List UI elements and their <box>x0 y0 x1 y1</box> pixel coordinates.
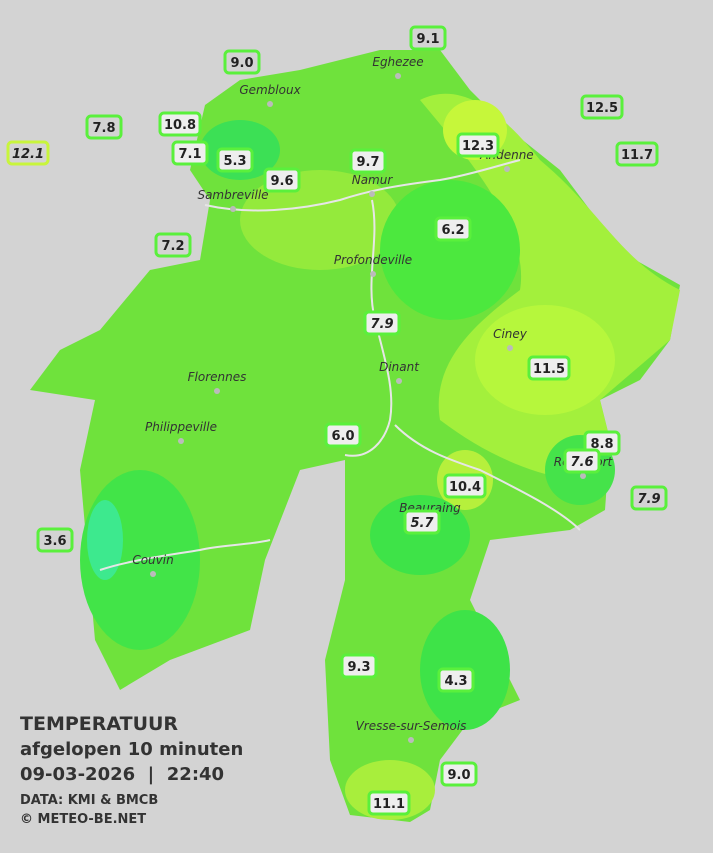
cold-zone <box>87 500 123 580</box>
town-label: Eghezee <box>372 55 423 69</box>
town-dot <box>178 438 184 444</box>
town-dot <box>504 166 510 172</box>
station-value: 7.1 <box>178 147 201 162</box>
station-value: 10.4 <box>449 480 481 495</box>
town-dot <box>369 191 375 197</box>
station-value: 10.8 <box>164 118 196 133</box>
station-value: 9.7 <box>356 155 379 170</box>
station-box <box>437 667 475 693</box>
rivers <box>99 159 581 571</box>
station-box <box>216 147 254 173</box>
town-dot <box>150 571 156 577</box>
town-dot <box>230 206 236 212</box>
station-box <box>434 216 472 242</box>
station-box <box>615 141 659 167</box>
town-dot <box>580 473 586 479</box>
station-box <box>409 25 447 51</box>
station-value: 6.0 <box>331 429 354 444</box>
station-value: 12.3 <box>462 139 494 154</box>
station-box <box>6 140 50 166</box>
town-label: Namur <box>352 173 394 187</box>
timestamp: 09-03-2026 | 22:40 <box>20 764 224 785</box>
station-value: 3.6 <box>43 534 66 549</box>
station-box <box>363 310 401 336</box>
station-box <box>403 509 441 535</box>
station-value: 9.0 <box>447 768 470 783</box>
station-value: 11.5 <box>533 362 565 377</box>
station-value: 7.9 <box>637 492 660 507</box>
station-box <box>340 653 378 679</box>
town-dot <box>214 388 220 394</box>
stations: 9.1 9.0 12.5 7.8 10.8 12.1 7.1 5.3 9.7 12.3 11.7 9.… <box>6 25 668 816</box>
station-value: 4.3 <box>444 674 467 689</box>
station-box <box>630 485 668 511</box>
town-label: Florennes <box>188 370 247 384</box>
station-value: 7.2 <box>161 239 184 254</box>
station-box <box>580 94 624 120</box>
station-value: 8.8 <box>590 437 613 452</box>
station-value: 9.6 <box>270 174 293 189</box>
station-value: 9.0 <box>230 56 253 71</box>
station-box <box>36 527 74 553</box>
station-value: 7.6 <box>570 455 593 470</box>
source: DATA: KMI & BMCB <box>20 793 158 808</box>
station-box <box>263 167 301 193</box>
town-label: Ciney <box>493 327 528 341</box>
station-box <box>223 49 261 75</box>
station-box <box>440 761 478 787</box>
town-dot <box>396 378 402 384</box>
town-label: Philippeville <box>145 420 217 434</box>
copyright: © METEO-BE.NET <box>20 812 146 827</box>
river <box>99 539 271 571</box>
station-box <box>158 111 202 137</box>
title: TEMPERATUUR <box>20 713 178 735</box>
town-dot <box>370 271 376 277</box>
station-value: 6.2 <box>441 223 464 238</box>
station-value: 9.3 <box>347 660 370 675</box>
station-box <box>154 232 192 258</box>
station-value: 7.8 <box>92 121 115 136</box>
river <box>394 424 581 531</box>
river <box>344 199 393 457</box>
station-value: 12.5 <box>586 101 618 116</box>
title-block: TEMPERATUUR afgelopen 10 minuten 09-03-2… <box>20 713 243 827</box>
station-value: 11.1 <box>373 797 405 812</box>
town-label: Gembloux <box>239 83 301 97</box>
cool-zone <box>380 180 520 320</box>
town-dot <box>507 345 513 351</box>
town-label: Profondeville <box>334 253 412 267</box>
station-value: 9.1 <box>416 32 439 47</box>
station-value: 11.7 <box>621 148 653 163</box>
town-dot <box>267 101 273 107</box>
station-box <box>527 355 571 381</box>
river <box>204 159 521 212</box>
subtitle: afgelopen 10 minuten <box>20 739 243 760</box>
station-box <box>85 114 123 140</box>
station-value: 12.1 <box>12 147 44 162</box>
town-dot <box>395 73 401 79</box>
station-box <box>171 140 209 166</box>
station-value: 7.9 <box>370 317 393 332</box>
station-value: 5.3 <box>223 154 246 169</box>
station-box <box>443 473 487 499</box>
cool-zone <box>370 495 470 575</box>
station-box <box>367 790 411 816</box>
town-label: Dinant <box>379 360 420 374</box>
station-box <box>349 148 387 174</box>
station-box <box>563 448 601 474</box>
station-value: 5.7 <box>410 516 434 531</box>
town-label: Vresse-sur-Semois <box>356 719 467 733</box>
station-box <box>456 132 500 158</box>
town-label: Couvin <box>132 553 173 567</box>
station-box <box>324 422 362 448</box>
town-dot <box>408 737 414 743</box>
town-label: Sambreville <box>197 188 268 202</box>
